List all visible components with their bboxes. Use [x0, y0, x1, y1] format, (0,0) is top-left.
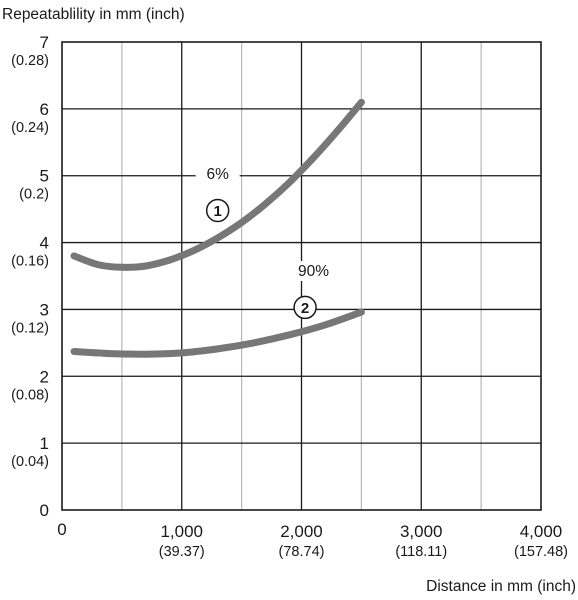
y-tick-sublabel: (0.2) — [19, 187, 49, 203]
x-axis-title: Distance in mm (inch) — [426, 578, 576, 595]
x-tick-label: 4,000 — [520, 522, 563, 541]
x-tick-label: 2,000 — [280, 522, 323, 541]
y-axis-title: Repeatablility in mm (inch) — [2, 6, 185, 23]
x-tick-sublabel: (39.37) — [159, 544, 205, 560]
series-marker-number: 1 — [214, 203, 222, 220]
series-marker-number: 2 — [301, 300, 309, 317]
x-tick-label: 3,000 — [400, 522, 443, 541]
x-tick-sublabel: (157.48) — [514, 544, 568, 560]
y-tick-sublabel: (0.28) — [11, 53, 49, 69]
y-tick-label: 3 — [40, 300, 49, 319]
y-tick-sublabel: (0.04) — [11, 454, 49, 470]
x-tick-sublabel: (78.74) — [279, 544, 325, 560]
series-line-1 — [70, 98, 365, 271]
series-label: 6% — [206, 166, 229, 183]
label-layer: 6% 1 90% 2 — [195, 164, 336, 320]
y-tick-label: 1 — [40, 434, 49, 453]
y-tick-label: 2 — [40, 367, 49, 386]
series-marker-circle — [205, 198, 230, 223]
series-label: 90% — [298, 263, 329, 280]
y-tick-label: 5 — [40, 167, 49, 186]
y-tick-sublabel: (0.16) — [11, 254, 49, 270]
x-tick-sublabel: (118.11) — [395, 544, 447, 560]
y-tick-label: 0 — [40, 501, 49, 520]
x-tick-label: 1,000 — [160, 522, 203, 541]
series-marker-circle — [293, 295, 317, 320]
series-line-2 — [70, 308, 365, 358]
series-label-bg — [195, 164, 240, 185]
y-tick-label: 4 — [40, 234, 49, 253]
y-tick-label: 6 — [40, 100, 49, 119]
plot-frame — [61, 41, 542, 511]
y-tick-sublabel: (0.12) — [11, 320, 49, 336]
series-label-bg — [291, 261, 336, 281]
y-tick-sublabel: (0.08) — [11, 387, 49, 403]
x-tick-label: 0 — [57, 520, 66, 539]
y-tick-sublabel: (0.24) — [11, 120, 49, 136]
y-tick-label: 7 — [40, 33, 49, 52]
tick-labels: 01(0.04)2(0.08)3(0.12)4(0.16)5(0.2)6(0.2… — [11, 33, 568, 560]
series-layer — [70, 98, 365, 358]
